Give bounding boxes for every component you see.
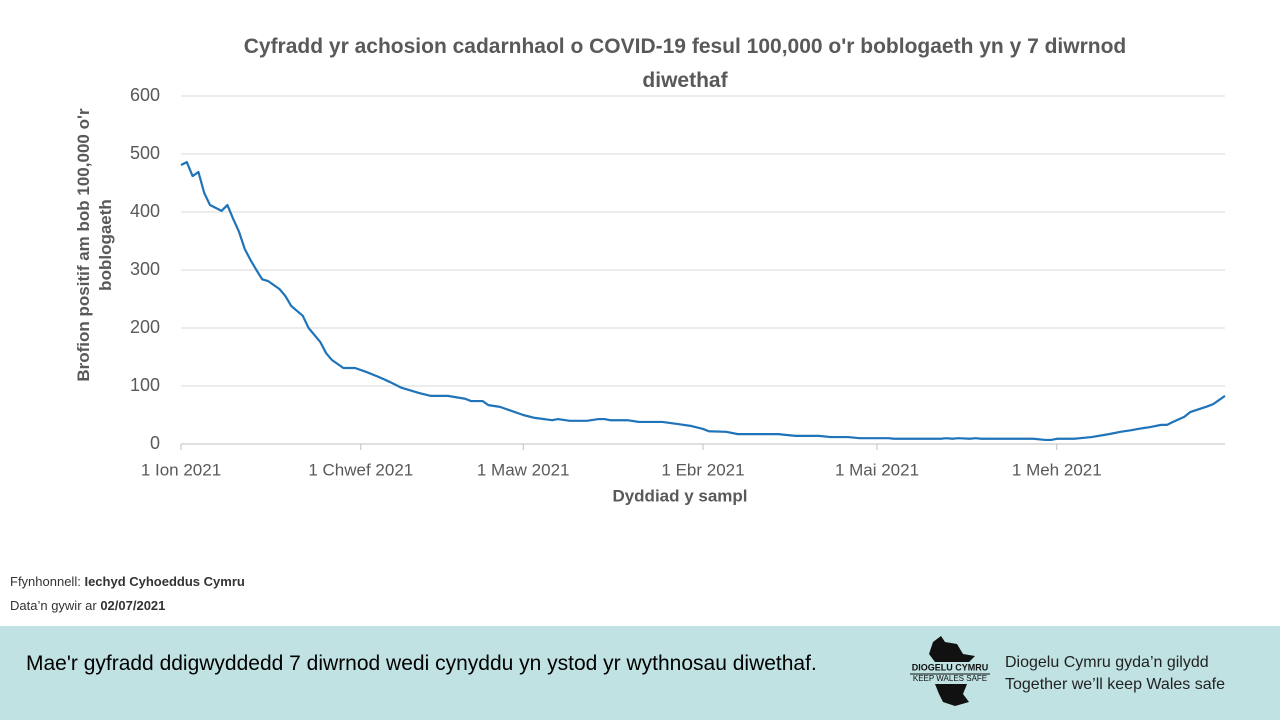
y-tick-label: 300 xyxy=(130,259,160,279)
x-tick-label: 1 Maw 2021 xyxy=(477,460,570,479)
y-tick-label: 100 xyxy=(130,375,160,395)
source: Ffynhonnell: Iechyd Cyhoeddus Cymru Data… xyxy=(10,570,245,618)
y-tick-label: 600 xyxy=(130,85,160,105)
date-line: Data’n gywir ar 02/07/2021 xyxy=(10,594,245,618)
date-label: Data’n gywir ar xyxy=(10,598,97,613)
y-tick-label: 0 xyxy=(150,433,160,453)
x-tick-label: 1 Ebr 2021 xyxy=(661,460,744,479)
x-tick-label: 1 Chwef 2021 xyxy=(308,460,413,479)
tagline: Together we’ll keep Wales safe xyxy=(1005,676,1225,693)
y-tick-label: 400 xyxy=(130,201,160,221)
chart-title: Cyfradd yr achosion cadarnhaol o COVID-1… xyxy=(243,35,1127,92)
source-line: Ffynhonnell: Iechyd Cyhoeddus Cymru xyxy=(10,570,245,594)
source-name: Iechyd Cyhoeddus Cymru xyxy=(84,574,245,589)
y-axis-title: Brofion positif am bob 100,000 o'r boblo… xyxy=(74,108,115,382)
source-label: Ffynhonnell: xyxy=(10,574,81,589)
logo-text: KEEP WALES SAFE xyxy=(913,674,987,683)
x-axis-title: Dyddiad y sampl xyxy=(612,486,747,505)
footer-message: Mae'r gyfradd ddigwyddedd 7 diwrnod wedi… xyxy=(26,652,817,675)
x-tick-label: 1 Meh 2021 xyxy=(1012,460,1102,479)
logo-dragon-bottom xyxy=(935,684,969,706)
date-value: 02/07/2021 xyxy=(100,598,166,613)
logo-dragon-top xyxy=(929,636,975,662)
tagline: Diogelu Cymru gyda’n gilydd xyxy=(1005,654,1209,671)
y-tick-label: 200 xyxy=(130,317,160,337)
data-line xyxy=(180,161,1226,442)
logo: DIOGELU CYMRU KEEP WALES SAFE xyxy=(910,636,990,706)
footer: Mae'r gyfradd ddigwyddedd 7 diwrnod wedi… xyxy=(0,626,1280,720)
logo-text: DIOGELU CYMRU xyxy=(912,662,989,672)
x-tick-label: 1 Ion 2021 xyxy=(141,460,221,479)
x-tick-label: 1 Mai 2021 xyxy=(835,460,919,479)
chart: Dyddiad y sampl 0 100 200 300 400 500 600 1 Ion… xyxy=(130,85,1226,505)
y-tick-label: 500 xyxy=(130,143,160,163)
